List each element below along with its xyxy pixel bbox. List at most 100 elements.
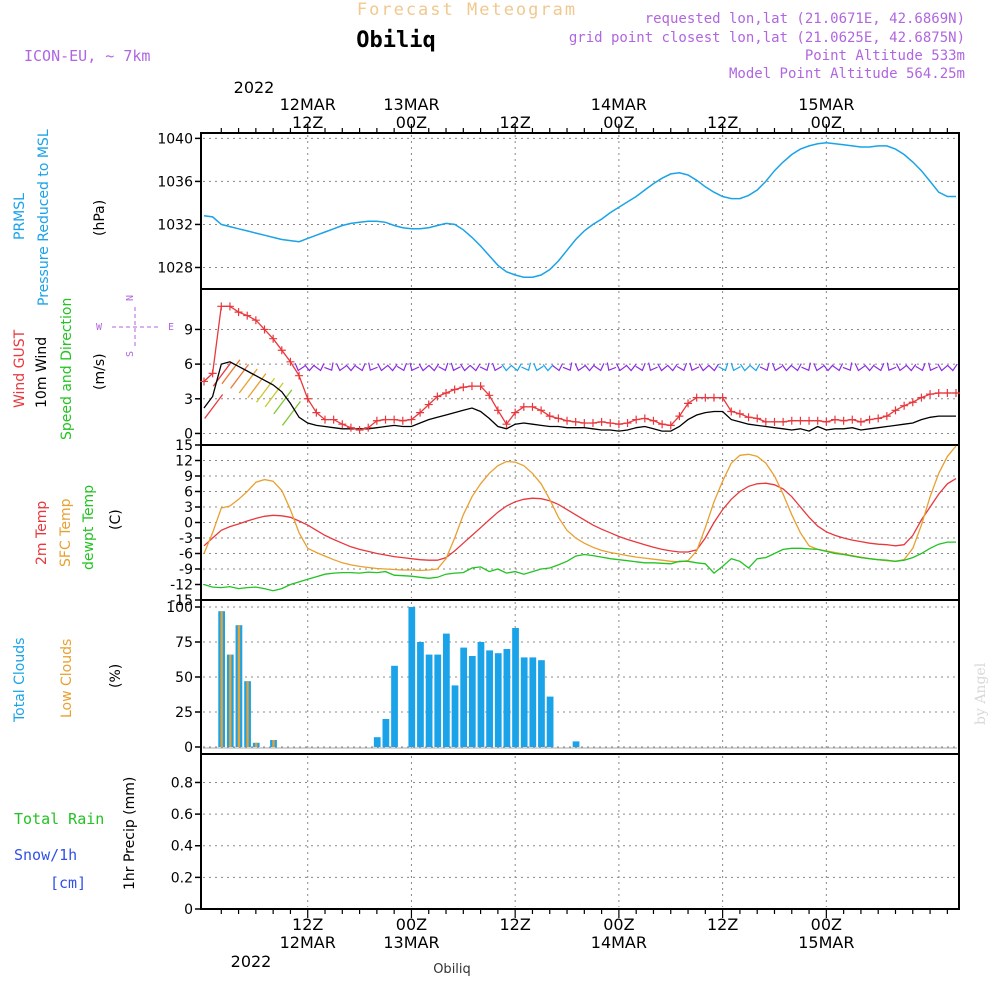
y-tick-label: 3 <box>184 500 193 516</box>
bottom-date-label: 15MAR <box>798 933 854 952</box>
wind-gust-marker <box>684 399 693 408</box>
total-rain-label: Total Rain <box>14 810 104 828</box>
watermark: by Angel <box>973 662 989 725</box>
top-date-label: 12MAR <box>280 95 336 114</box>
wind-direction-arrow <box>854 363 866 372</box>
wind-direction-arrow <box>635 362 646 372</box>
y-tick-label: -6 <box>179 547 193 563</box>
bottom-hour-label: 00Z <box>603 915 634 934</box>
wind-direction-arrow <box>946 363 958 372</box>
dewpt-line <box>203 541 956 592</box>
wind-arrow-head <box>657 363 668 372</box>
wind-direction-arrow <box>842 362 853 371</box>
wind-direction-arrow <box>739 363 751 372</box>
wind-arrow-head <box>895 363 907 372</box>
wind-direction-arrow <box>368 362 378 372</box>
wind-gust-marker <box>727 407 736 416</box>
wind-direction-arrow <box>615 363 627 372</box>
wind-gust-marker <box>519 402 528 411</box>
wind-arrow-head <box>574 363 586 372</box>
wind-arrow-head <box>355 363 366 372</box>
wind-direction-arrow <box>335 363 347 372</box>
wind-direction-hatch <box>238 368 258 394</box>
wind-gust-marker <box>416 408 425 417</box>
compass-rose: N W E S <box>96 295 174 357</box>
wind-arrow-head <box>927 362 938 372</box>
wind-arrow-head <box>345 364 357 372</box>
wind-arrow-head <box>749 363 761 372</box>
y-tick-label: -15 <box>170 593 193 609</box>
wind-gust-marker <box>338 420 347 429</box>
super-title: Forecast Meteogram <box>357 0 577 20</box>
wind-10m-label: 10m Wind <box>34 337 50 408</box>
wind-direction-hatch <box>264 382 284 408</box>
wind-arrow-head <box>459 363 471 372</box>
panel-frame-1 <box>200 288 960 446</box>
wind-arrow-head <box>886 362 897 372</box>
y-tick-label: 0.8 <box>171 775 193 791</box>
wind-arrow-head <box>304 364 315 372</box>
wind-arrow-head <box>832 363 844 372</box>
wind-arrow-head <box>771 362 783 372</box>
wind-arrow-head <box>666 363 678 372</box>
wind-direction-arrow <box>469 363 481 372</box>
y-tick-labels: 10281032103610400369-15-12-9-6-303691215… <box>157 131 193 918</box>
wind-gust-marker <box>217 302 226 311</box>
wind-gust-marker <box>943 389 952 397</box>
wind-arrow-head <box>335 363 347 372</box>
y-tick-label: -9 <box>179 562 193 578</box>
wind-direction-hatch <box>230 364 250 389</box>
y-tick-label: 1028 <box>157 260 193 276</box>
wind-arrow-head <box>730 362 741 372</box>
wind-direction-arrow <box>698 363 710 372</box>
wind-arrow-head <box>698 363 710 372</box>
wind-gust-marker <box>718 393 727 402</box>
bottom-hour-label: 00Z <box>396 915 427 934</box>
total-cloud-bar <box>382 719 390 747</box>
y-tick-label: 25 <box>175 705 193 721</box>
wind-arrow-head <box>813 363 824 372</box>
y-tick-label: 0 <box>184 902 193 918</box>
wind-arrow-head <box>377 363 388 372</box>
wind-arrow-head <box>842 362 853 371</box>
top-hour-label: 00Z <box>396 113 427 132</box>
wind-gust-marker <box>744 413 753 422</box>
wind-gust-marker <box>372 416 381 425</box>
wind-arrow-head <box>313 363 325 372</box>
wind-gust-marker <box>200 377 208 386</box>
wind-direction-arrow <box>418 363 430 372</box>
wind-direction-arrow <box>895 363 907 372</box>
sfc-temp-line <box>203 445 957 572</box>
wind-direction-arrow <box>355 363 366 372</box>
wind-direction-arrow <box>730 362 741 372</box>
wind-gust-marker <box>735 409 744 418</box>
wind-direction-arrow <box>450 362 461 372</box>
wind-gust-marker <box>537 406 546 415</box>
top-hour-label: 12Z <box>292 113 323 132</box>
wind-gust-marker <box>900 401 909 410</box>
total-cloud-bar <box>460 647 468 747</box>
wind-arrow-head <box>635 362 646 372</box>
wind-gust-marker <box>848 415 857 424</box>
wind-arrow-head <box>873 363 885 372</box>
wind-gust-marker <box>917 393 926 402</box>
wind-gust-marker <box>779 417 788 426</box>
wind-gust-marker <box>882 412 891 421</box>
wind-direction-hatch <box>273 389 293 415</box>
wind-arrow-head <box>615 363 627 372</box>
wind-gust-marker <box>329 415 338 424</box>
total-cloud-bar <box>546 696 554 747</box>
wind-gust-marker <box>407 415 416 424</box>
total-cloud-bar <box>408 607 416 747</box>
model-label: ICON-EU, ~ 7km <box>24 47 150 65</box>
wind-direction-arrow <box>781 363 793 372</box>
wind-direction-arrow <box>801 362 811 372</box>
wind-direction-hatch <box>255 377 276 403</box>
wind-gust-marker <box>865 415 874 424</box>
wind-dir-label: Speed and Direction <box>59 298 75 440</box>
wind-direction-arrow <box>501 363 513 372</box>
wind-direction-arrow <box>574 363 586 372</box>
precip-unit: 1hr Precip (mm) <box>122 777 138 890</box>
top-hour-label: 12Z <box>707 113 738 132</box>
